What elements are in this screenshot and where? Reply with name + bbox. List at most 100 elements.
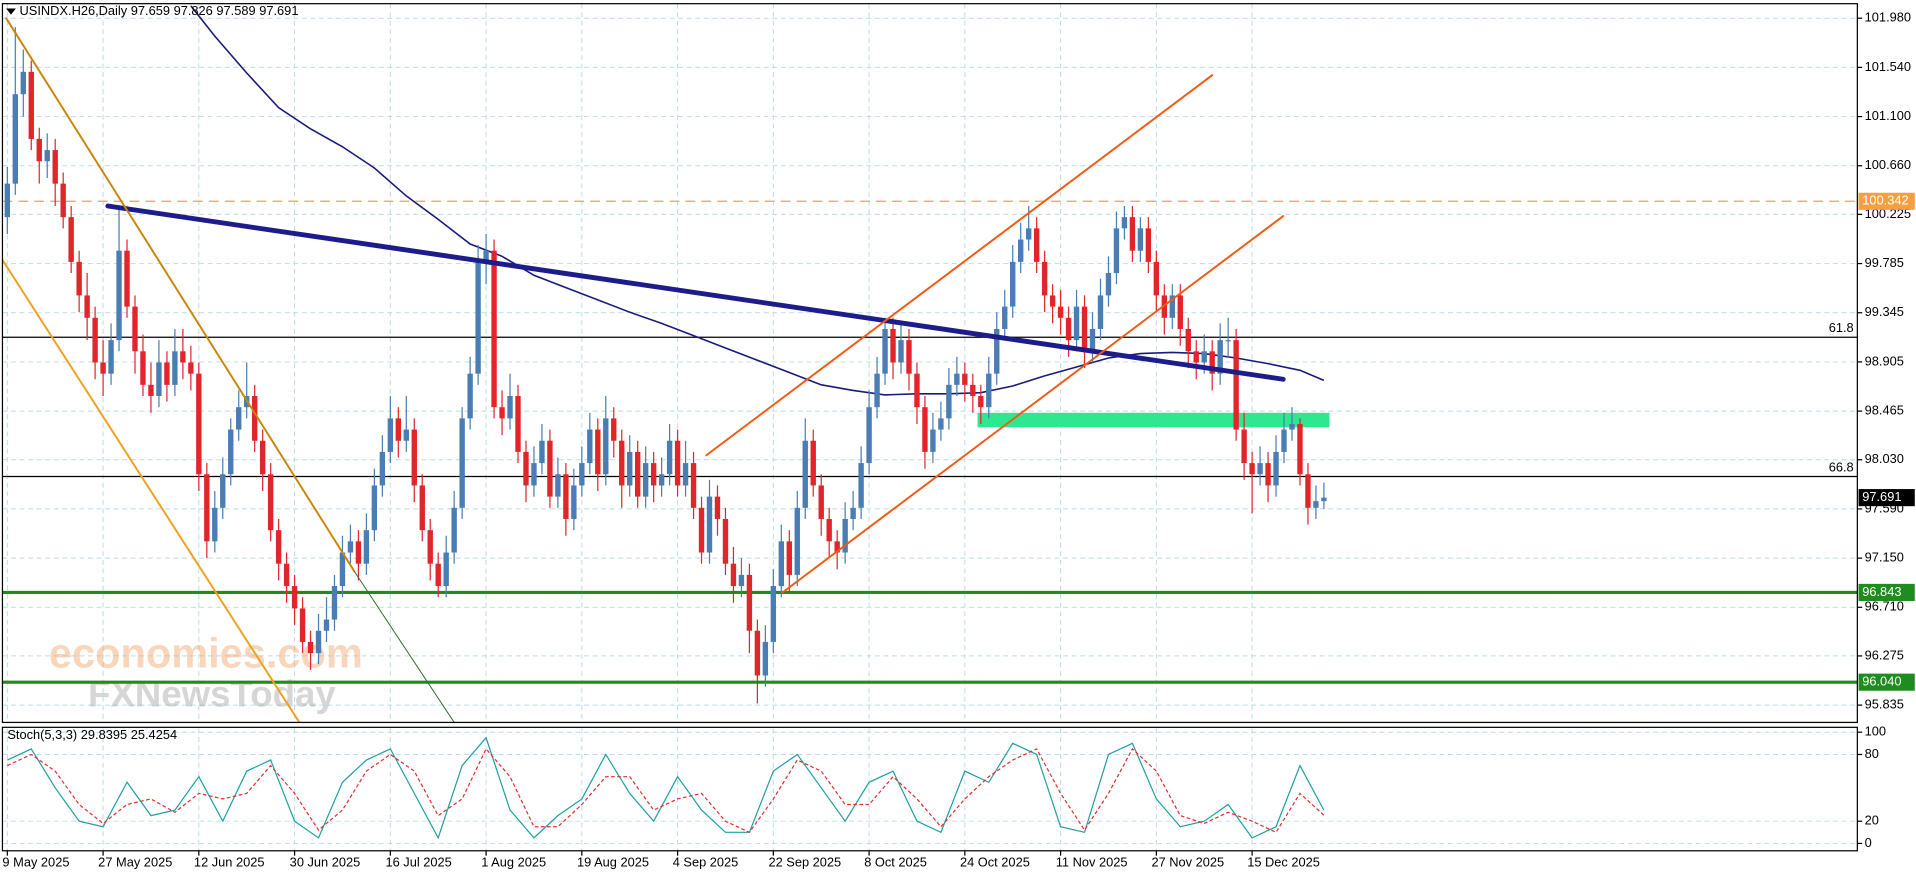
candle-body [76, 261, 82, 296]
candle-body [100, 362, 106, 374]
candle-body [172, 351, 178, 385]
x-tick-label: 30 Jun 2025 [290, 854, 361, 869]
candle-body [1193, 351, 1199, 363]
candle-body [419, 485, 425, 531]
candle-body [435, 563, 441, 587]
candle-body [84, 295, 90, 318]
trendline [5, 17, 356, 573]
candle-body [443, 552, 449, 587]
candle-body [267, 474, 274, 531]
candle-body [315, 630, 322, 654]
candle-body [579, 463, 585, 486]
candle-body [1105, 273, 1112, 296]
candle-body [411, 429, 417, 486]
candle-body [1033, 228, 1040, 262]
candle-body [108, 340, 114, 374]
candle-body [978, 396, 984, 408]
candle-body [842, 518, 848, 553]
candle-body [682, 463, 689, 486]
candle-body [1010, 261, 1016, 307]
candle-body [1002, 306, 1008, 329]
candle-body [818, 485, 824, 519]
candle-body [1321, 497, 1327, 502]
candle-body [690, 463, 697, 508]
candle-body [339, 552, 346, 587]
candle-body [635, 451, 641, 497]
candle-body [1113, 228, 1120, 274]
candle-body [52, 150, 58, 184]
candle-body [1217, 340, 1223, 374]
price-panel-border [1, 3, 1858, 724]
y-tick-label: 97.150 [1865, 549, 1904, 564]
candle-body [547, 440, 553, 497]
candle-body [459, 418, 465, 508]
candle-body [1129, 217, 1136, 251]
candle-body [603, 418, 609, 475]
y-tick-label: 99.345 [1865, 304, 1904, 319]
k-value: 29.8395 [81, 727, 127, 742]
price-plot [2, 5, 1858, 723]
candle-body [347, 541, 354, 553]
watermark: economies.com FXNewsToday [49, 629, 363, 714]
candle-body [674, 440, 681, 486]
candle-body [714, 496, 721, 519]
indicator-title: Stoch(5,3,3) 29.8395 25.4254 [7, 727, 177, 742]
candle-body [850, 507, 856, 519]
candle-body [946, 384, 952, 419]
candle-body [20, 71, 26, 95]
candle-body [1153, 261, 1160, 296]
level-price-box [1858, 583, 1915, 601]
candle-body [1201, 351, 1207, 363]
y-tick-label: 96.275 [1865, 647, 1904, 662]
candle-body [930, 429, 936, 452]
candle-body [499, 407, 505, 419]
candle-body [619, 440, 625, 486]
watermark-text: FXNewsToday [88, 673, 336, 714]
candle-body [1145, 228, 1152, 262]
candle-body [507, 396, 513, 419]
candle-body [283, 563, 290, 587]
y-tick-label: 98.465 [1865, 403, 1904, 418]
candle-body [12, 94, 18, 184]
candle-body [810, 440, 816, 486]
high-value: 97.826 [174, 4, 213, 19]
candle-body [563, 474, 569, 519]
close-value: 97.691 [259, 4, 298, 19]
candle-body [1273, 451, 1279, 486]
candle-body [794, 507, 800, 575]
last-price-label: 97.691 [1862, 489, 1901, 504]
trendline [105, 203, 1286, 382]
d-value: 25.4254 [131, 727, 177, 742]
y-tick-label: 101.100 [1865, 108, 1911, 123]
candle-body [1233, 340, 1239, 430]
candle-body [355, 541, 362, 564]
candle-body [595, 429, 601, 475]
candle-body [986, 373, 992, 408]
y-tick-label: 0 [1865, 835, 1872, 850]
candle-body [140, 351, 146, 385]
candle-body [1049, 295, 1056, 307]
collapse-icon [6, 8, 16, 15]
trendline [2, 258, 301, 723]
candle-body [515, 396, 521, 452]
x-tick-label: 15 Dec 2025 [1247, 854, 1320, 869]
candle-body [962, 373, 968, 385]
candle-body [890, 328, 896, 363]
candle-body [650, 463, 657, 486]
y-tick-label: 95.835 [1865, 696, 1904, 711]
candle-body [778, 541, 785, 587]
candle-body [1313, 501, 1319, 508]
y-tick-label: 101.540 [1865, 59, 1911, 74]
candle-body [627, 451, 633, 486]
candle-body [124, 250, 130, 307]
candle-body [1041, 261, 1048, 296]
x-tick-label: 4 Sep 2025 [673, 854, 739, 869]
candle-body [698, 507, 705, 553]
candle-body [483, 250, 489, 262]
low-value: 97.589 [216, 4, 255, 19]
stoch-panel-border [1, 726, 1858, 852]
symbol: USINDX.H26,Daily [20, 4, 128, 19]
candle-body [44, 150, 50, 162]
